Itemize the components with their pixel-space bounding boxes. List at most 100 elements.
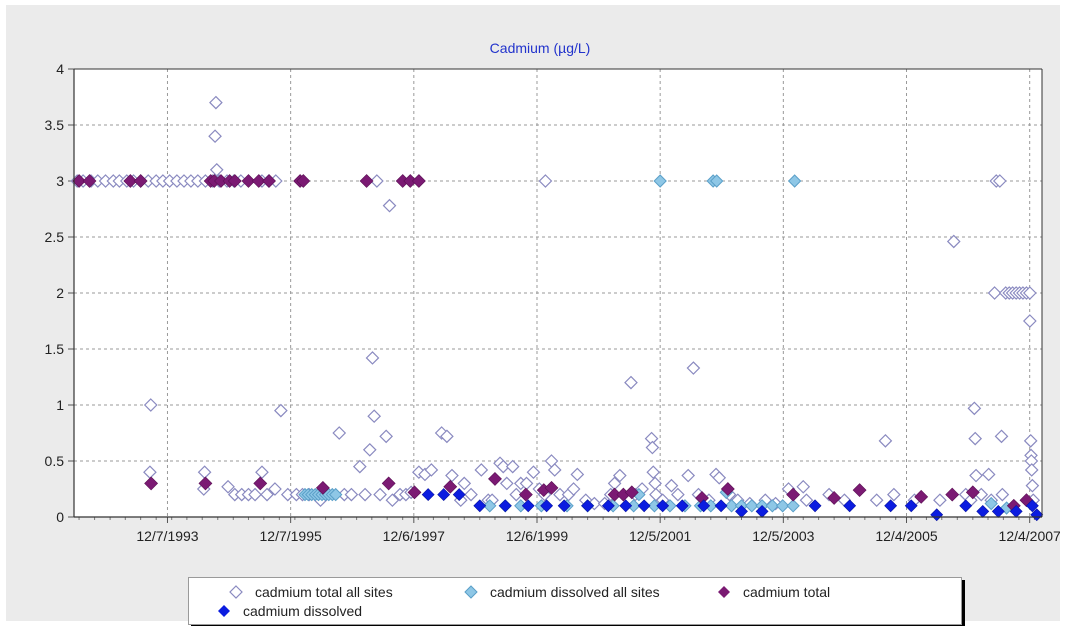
point-total: [241, 174, 256, 188]
legend-item-dissolved: cadmium dissolved: [217, 603, 362, 619]
x-tick-label: 12/6/1997: [383, 528, 445, 544]
point-total-all-sites: [385, 493, 400, 508]
x-tick-label: 12/7/1995: [260, 528, 322, 544]
point-total: [198, 476, 213, 491]
y-tick-label: 0.5: [45, 453, 65, 469]
point-total: [786, 487, 801, 502]
point-dissolved: [437, 488, 451, 502]
point-total-all-sites: [967, 401, 982, 416]
point-total-all-sites: [440, 429, 454, 444]
point-total-all-sites: [248, 487, 262, 502]
point-total: [381, 476, 396, 491]
legend-marker-total-all-sites: [229, 585, 243, 599]
point-total: [544, 480, 559, 495]
point-dissolved: [473, 499, 487, 513]
legend-item-total-all-sites: cadmium total all sites: [229, 584, 393, 600]
point-total-all-sites: [1023, 314, 1037, 328]
y-tick-label: 3: [56, 173, 64, 189]
point-dissolved-all-sites: [984, 496, 998, 511]
chart-panel: Cadmium (µg/L) 0 0.5 1 1.5 2 2.5 3 3.5 4 12/7/199…: [6, 5, 1060, 625]
point-total: [488, 471, 502, 486]
point-total-all-sites: [969, 468, 983, 483]
point-dissolved: [581, 499, 595, 513]
point-total-all-sites: [352, 459, 367, 474]
point-total-all-sites: [1023, 286, 1037, 300]
point-total: [407, 485, 422, 500]
legend-marker-dissolved-all-sites: [464, 585, 478, 599]
point-total-all-sites: [987, 286, 1002, 300]
point-dissolved: [808, 499, 822, 513]
y-tick-label: 3.5: [45, 117, 65, 133]
point-total-all-sites: [994, 429, 1009, 444]
point-total-all-sites: [464, 487, 478, 502]
x-tick-label: 12/7/1993: [136, 528, 198, 544]
point-total-all-sites: [379, 429, 393, 444]
point-total-all-sites: [382, 198, 397, 213]
point-dissolved: [557, 499, 571, 513]
point-dissolved: [619, 499, 633, 513]
point-dissolved-all-sites: [775, 499, 790, 513]
point-total: [945, 487, 960, 502]
point-total-all-sites: [612, 468, 627, 483]
point-dissolved: [930, 508, 944, 522]
point-total: [253, 476, 268, 491]
point-total-all-sites: [274, 403, 288, 418]
point-total-all-sites: [260, 487, 274, 502]
point-total-all-sites: [1024, 463, 1039, 477]
point-total-all-sites: [799, 493, 814, 508]
legend-marker-total: [718, 586, 730, 598]
point-total-all-sites: [373, 487, 387, 502]
point-total-all-sites: [878, 433, 893, 448]
x-tick-label: 12/4/2007: [999, 528, 1060, 544]
point-total-all-sites: [547, 463, 562, 477]
point-total-all-sites: [499, 476, 514, 491]
point-total-all-sites: [370, 174, 384, 188]
point-total-all-sites: [221, 479, 235, 494]
point-total-all-sites: [995, 487, 1010, 502]
point-total-all-sites: [671, 487, 685, 502]
point-total: [72, 174, 86, 188]
point-total-all-sites: [968, 431, 983, 446]
point-total-all-sites: [570, 467, 585, 482]
point-total: [720, 482, 735, 496]
point-dissolved: [675, 499, 689, 513]
point-total-all-sites: [332, 426, 347, 440]
point-dissolved-all-sites: [328, 487, 343, 502]
point-dissolved-all-sites: [787, 174, 802, 188]
point-total-all-sites: [505, 459, 520, 474]
point-total: [133, 174, 148, 188]
legend-item-total: cadmium total: [717, 584, 830, 600]
point-total-all-sites: [686, 361, 701, 375]
point-total-all-sites: [796, 479, 811, 494]
point-total-all-sites: [712, 470, 727, 485]
legend-label-total-all-sites: cadmium total all sites: [255, 584, 393, 600]
point-dissolved: [656, 499, 670, 513]
point-dissolved-all-sites: [709, 174, 724, 188]
point-total-all-sites: [646, 465, 661, 480]
point-dissolved-all-sites: [765, 499, 780, 513]
point-total: [411, 174, 426, 188]
point-dissolved: [1030, 508, 1044, 522]
point-dissolved: [421, 488, 435, 502]
point-total: [82, 174, 97, 188]
point-dissolved-all-sites: [724, 499, 739, 513]
point-dissolved: [601, 499, 615, 513]
point-total: [315, 480, 330, 495]
point-dissolved: [1025, 499, 1039, 513]
point-total-all-sites: [474, 463, 489, 477]
point-dissolved: [521, 499, 535, 513]
y-tick-label: 2: [56, 285, 64, 301]
y-tick-label: 4: [56, 61, 64, 77]
point-total-all-sites: [992, 174, 1007, 188]
point-total-all-sites: [268, 482, 282, 496]
point-total-all-sites: [344, 487, 359, 502]
point-dissolved: [904, 499, 918, 513]
point-dissolved: [884, 499, 898, 513]
point-total-all-sites: [933, 493, 947, 508]
point-total-all-sites: [367, 409, 382, 424]
y-tick-label: 0: [56, 509, 64, 525]
point-total: [443, 479, 458, 494]
point-dissolved-all-sites: [653, 174, 667, 188]
point-total-all-sites: [538, 174, 553, 188]
legend-label-dissolved-all-sites: cadmium dissolved all sites: [490, 584, 660, 600]
